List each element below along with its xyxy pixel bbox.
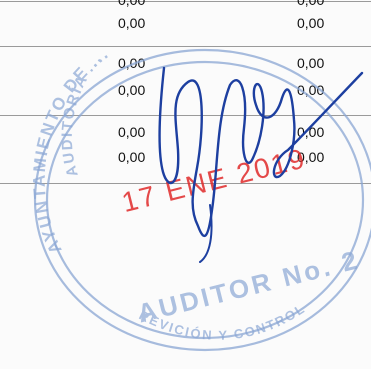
table-rule: [0, 46, 371, 47]
value-cell: 0,00: [118, 0, 146, 8]
value-cell: 0,00: [297, 124, 325, 140]
value-cell: 0,00: [297, 149, 325, 165]
table-rule: [0, 1, 371, 2]
value-cell: 0,00: [118, 149, 146, 165]
value-cell: 0,00: [297, 15, 325, 31]
table-rule: [0, 115, 371, 116]
stamp-outer-ring: [33, 48, 371, 352]
value-cell: 0,00: [118, 124, 146, 140]
value-cell: 0,00: [297, 55, 325, 71]
table-rule: [0, 183, 371, 184]
value-cell: 0,00: [297, 0, 325, 8]
value-cell: 0,00: [118, 82, 146, 98]
stamp-inner-ring: [45, 60, 365, 340]
value-cell: 0,00: [297, 82, 325, 98]
value-cell: 0,00: [118, 15, 146, 31]
